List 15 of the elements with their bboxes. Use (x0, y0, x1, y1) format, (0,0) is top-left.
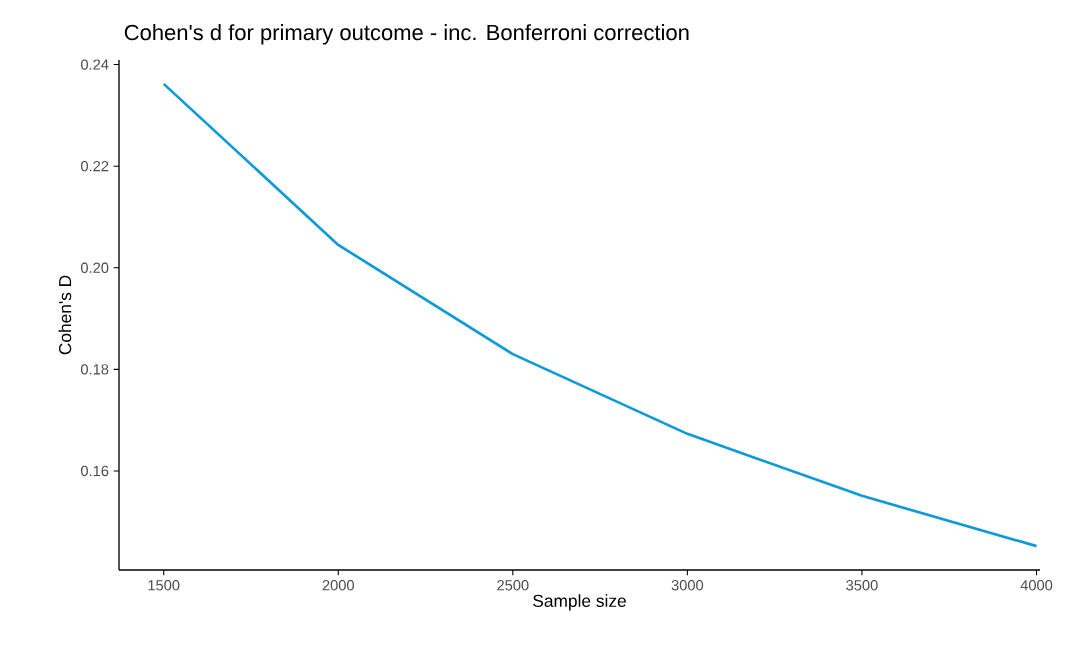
y-axis-title: Cohen's D (58, 275, 72, 355)
y-tick-label: 0.16 (80, 465, 109, 477)
x-axis-title: Sample size (533, 594, 626, 611)
y-tick-label: 0.20 (80, 262, 109, 273)
y-tick-label: 0.24 (80, 59, 109, 70)
x-tick-label: 1500 (148, 580, 180, 591)
y-tick-label: 0.18 (80, 364, 109, 375)
chart-title: Cohen's d for primary outcome - inc. Bonferroni correction (124, 24, 689, 45)
x-tick-label: 4000 (1020, 580, 1053, 591)
x-tick-label: 3000 (671, 580, 704, 591)
x-tick-label: 2500 (497, 580, 529, 591)
line-series (162, 82, 1038, 548)
y-tick-label: 0.22 (80, 160, 109, 172)
x-tick-label: 2000 (322, 580, 354, 591)
x-tick-label: 3500 (846, 580, 878, 591)
